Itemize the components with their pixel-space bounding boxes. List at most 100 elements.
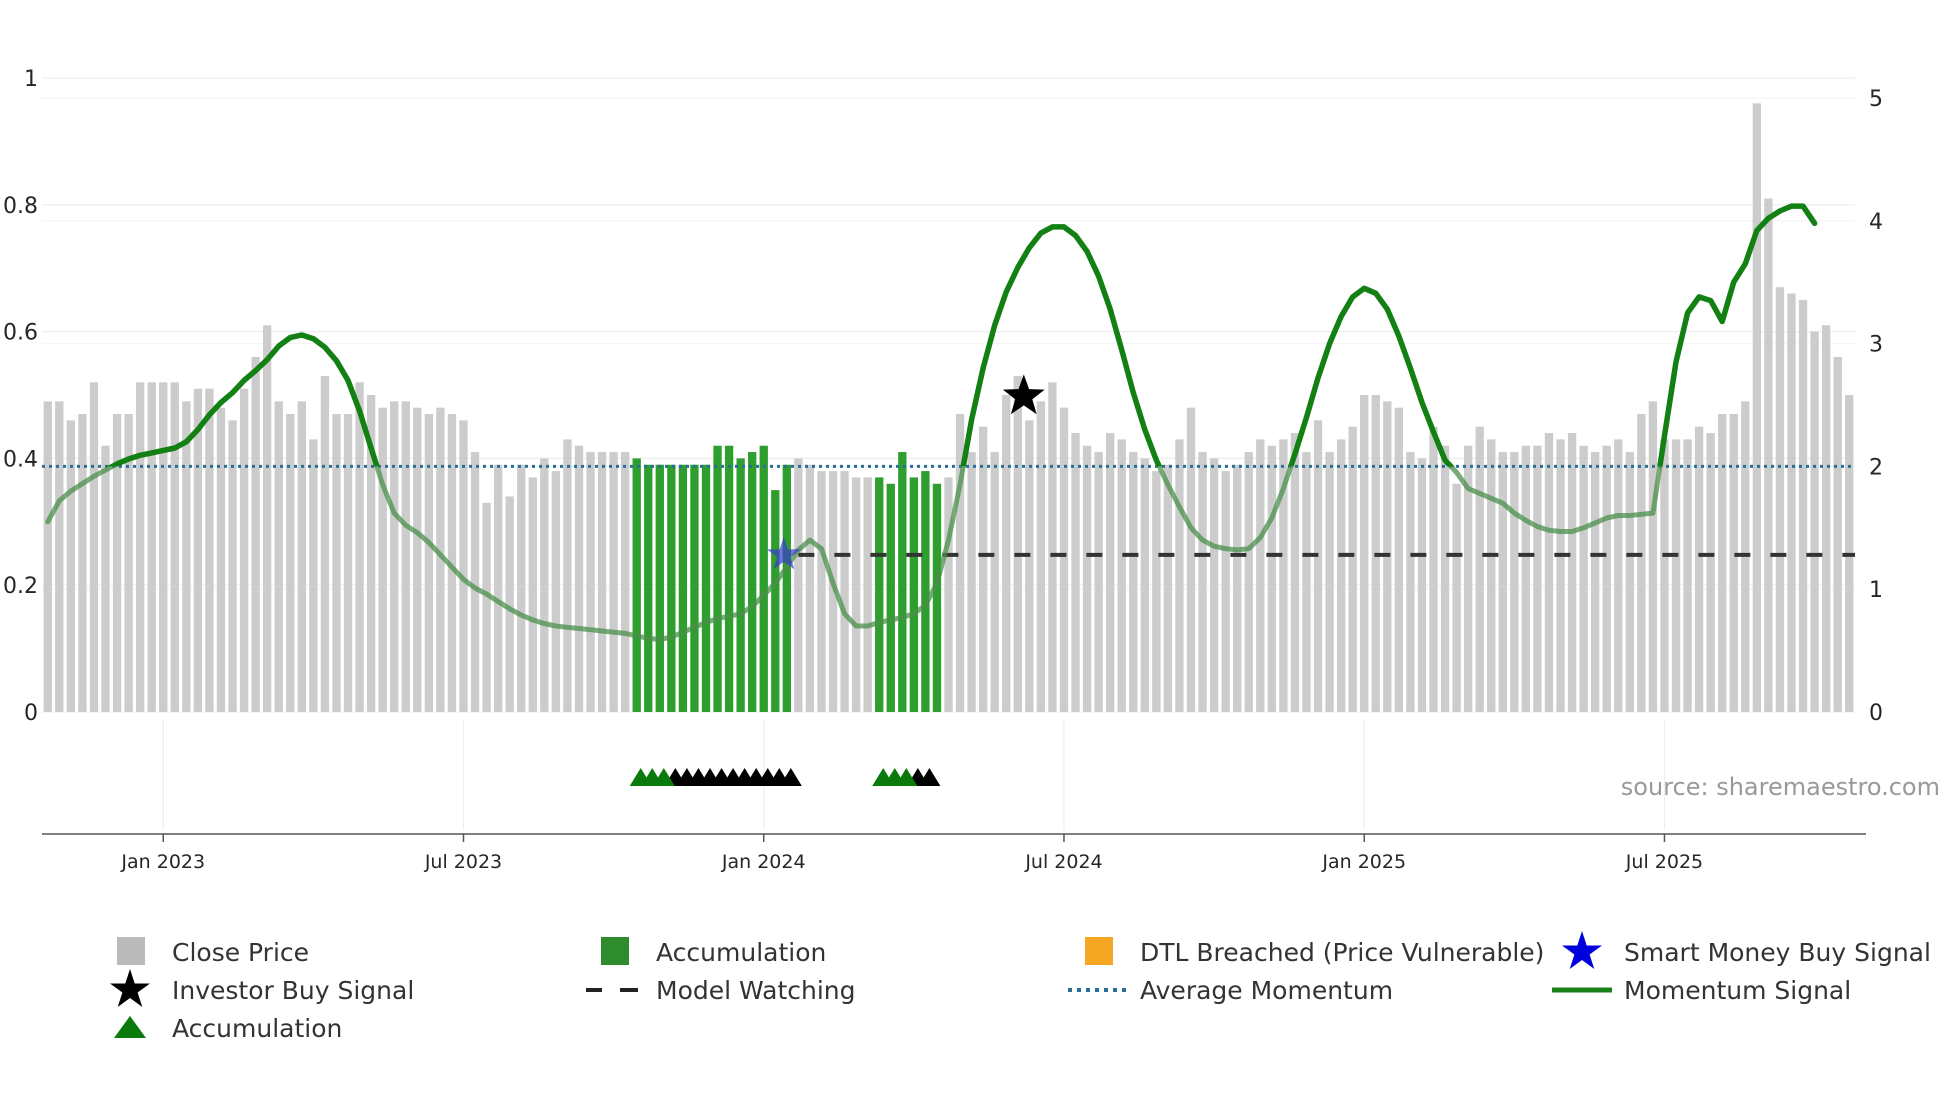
close-price-bar xyxy=(1614,439,1623,712)
legend-swatch xyxy=(117,937,145,965)
close-price-bar xyxy=(401,401,410,712)
close-price-bar xyxy=(228,420,237,712)
legend-item: Accumulation xyxy=(601,937,826,967)
close-price-bar xyxy=(309,439,318,712)
legend-item: Investor Buy Signal xyxy=(110,969,414,1007)
close-price-bar xyxy=(586,452,595,712)
x-tick-label: Jul 2023 xyxy=(424,851,502,873)
source-label: source: sharemaestro.com xyxy=(1621,773,1940,801)
accumulation-bar xyxy=(667,464,676,712)
legend-item: Momentum Signal xyxy=(1552,976,1851,1005)
close-price-bar xyxy=(1117,439,1126,712)
accumulation-bar xyxy=(759,445,768,712)
axes: 0 0.2 0.4 0.6 0.8 1 0 1 2 3 4 5 Jan 2023 Jul 2023 Jan … xyxy=(3,67,1883,873)
close-price-bar xyxy=(1348,426,1357,712)
close-price-bar xyxy=(1094,452,1103,712)
close-price-bar xyxy=(528,477,537,712)
close-price-bar xyxy=(1475,426,1484,712)
close-price-bar xyxy=(43,401,52,712)
legend-label: Close Price xyxy=(172,938,309,967)
close-price-bar xyxy=(1233,464,1242,712)
close-price-bar xyxy=(1071,433,1080,712)
close-price-bar xyxy=(1209,458,1219,712)
close-price-bar xyxy=(1752,103,1762,713)
left-tick-label: 0 xyxy=(24,701,38,726)
close-price-bar xyxy=(840,471,849,712)
close-price-bar xyxy=(251,356,260,712)
close-price-bar xyxy=(574,445,584,712)
close-price-bar xyxy=(851,477,861,712)
close-price-bar xyxy=(1140,458,1149,712)
right-tick-label: 0 xyxy=(1869,701,1883,726)
close-price-bar xyxy=(1637,414,1646,712)
signal-marker xyxy=(779,768,802,786)
close-price-bar xyxy=(1810,331,1819,712)
close-price-bar xyxy=(1521,445,1531,712)
x-tick-label: Jan 2024 xyxy=(721,851,806,873)
x-tick-label: Jul 2025 xyxy=(1625,851,1703,873)
momentum-signal-line xyxy=(45,203,1818,642)
close-price-bar xyxy=(1556,439,1565,712)
close-price-bar xyxy=(540,458,549,712)
close-price-bar xyxy=(366,395,376,712)
close-price-bar xyxy=(1463,445,1473,712)
close-price-bar xyxy=(320,375,330,712)
close-price-bar xyxy=(1648,401,1658,712)
close-price-bar xyxy=(1671,439,1681,712)
close-price-bar xyxy=(551,471,561,712)
close-price-bar xyxy=(1152,471,1161,712)
close-price-bar xyxy=(1406,452,1415,712)
close-price-bar xyxy=(1106,433,1115,712)
close-price-bars xyxy=(43,103,1854,713)
close-price-bar xyxy=(1048,382,1057,712)
close-price-bar xyxy=(955,414,965,712)
legend-triangle-icon xyxy=(114,1016,146,1038)
close-price-bar xyxy=(1394,407,1404,712)
close-price-bar xyxy=(482,502,491,712)
legend-label: Average Momentum xyxy=(1140,976,1393,1005)
close-price-bar xyxy=(517,464,526,712)
close-price-bar xyxy=(1764,198,1773,712)
left-tick-label: 0.4 xyxy=(3,447,38,472)
legend-label: Model Watching xyxy=(656,976,856,1005)
close-price-bar xyxy=(1510,452,1519,712)
accumulation-bar xyxy=(921,471,930,712)
close-price-bar xyxy=(1602,445,1611,712)
legend-star-icon xyxy=(1562,931,1602,969)
close-price-bar xyxy=(493,464,503,712)
legend-label: Accumulation xyxy=(172,1014,342,1043)
close-price-bar xyxy=(1221,471,1230,712)
close-price-bar xyxy=(563,439,572,712)
accumulation-bar xyxy=(886,483,895,712)
accumulation-bar xyxy=(690,464,699,712)
legend: Close Price Accumulation DTL Breached (Pri… xyxy=(110,931,1931,1043)
accumulation-bar xyxy=(898,452,907,712)
accumulation-bar xyxy=(782,464,791,712)
close-price-bar xyxy=(89,382,99,712)
close-price-bar xyxy=(170,382,179,712)
momentum-signal-line xyxy=(106,203,1818,467)
close-price-bar xyxy=(1798,299,1808,712)
close-price-bar xyxy=(1302,452,1311,712)
close-price-bar xyxy=(1360,395,1369,712)
close-price-bar xyxy=(193,388,203,712)
legend-swatch xyxy=(601,937,629,965)
close-price-bar xyxy=(216,407,226,712)
close-price-bar xyxy=(1729,414,1738,712)
close-price-bar xyxy=(597,452,607,712)
close-price-bar xyxy=(470,452,480,712)
close-price-bar xyxy=(1417,458,1427,712)
left-tick-label: 0.6 xyxy=(3,321,38,346)
legend-star-icon xyxy=(110,969,150,1007)
right-tick-label: 5 xyxy=(1869,87,1883,112)
left-tick-label: 0.2 xyxy=(3,574,38,599)
close-price-bar xyxy=(1256,439,1265,712)
close-price-bar xyxy=(1833,356,1842,712)
investor-buy-signal xyxy=(1002,374,1045,415)
legend-label: Accumulation xyxy=(656,938,826,967)
left-tick-label: 0.8 xyxy=(3,194,38,219)
close-price-bar xyxy=(1625,452,1634,712)
signal-marker xyxy=(918,768,941,786)
close-price-bar xyxy=(1821,325,1831,712)
close-price-bar xyxy=(1163,464,1173,712)
